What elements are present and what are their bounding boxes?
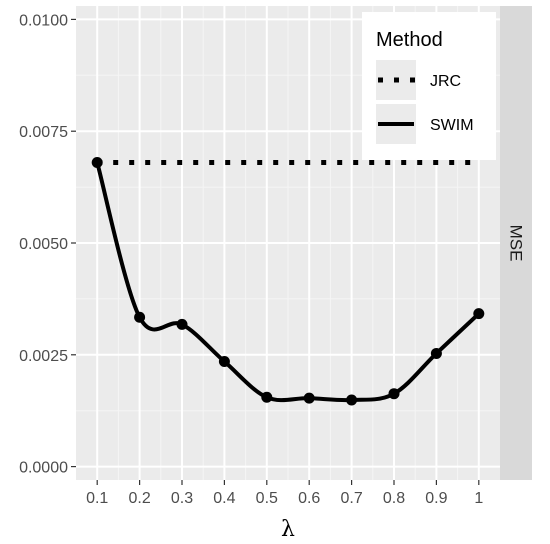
- data-point-swim: [261, 391, 273, 403]
- x-axis: 0.1 0.2 0.3 0.4 0.5 0.6 0.7 0.8 0.9 1: [86, 480, 483, 507]
- y-tick-label: 0.0100: [19, 12, 68, 29]
- x-tick-label: 0.7: [340, 490, 362, 507]
- y-tick-label: 0.0075: [19, 124, 68, 141]
- data-point-swim: [388, 388, 400, 400]
- legend-title: Method: [376, 29, 443, 51]
- legend-label-jrc: JRC: [430, 73, 461, 90]
- x-tick-label: 0.4: [213, 490, 235, 507]
- x-tick-label: 0.9: [425, 490, 447, 507]
- x-tick-label: 0.2: [128, 490, 150, 507]
- facet-strip: MSE: [500, 6, 532, 480]
- y-tick-label: 0.0025: [19, 348, 68, 365]
- data-point-swim: [473, 308, 485, 320]
- data-point-swim: [91, 157, 103, 169]
- data-point-swim: [346, 394, 358, 406]
- facet-strip-label: MSE: [507, 225, 526, 262]
- data-point-swim: [134, 311, 146, 323]
- series-layer: [91, 157, 485, 406]
- x-tick-label: 0.6: [298, 490, 320, 507]
- y-axis: 0.0000 0.0025 0.0050 0.0075 0.0100: [19, 12, 76, 477]
- y-tick-label: 0.0000: [19, 460, 68, 477]
- x-tick-label: 0.5: [256, 490, 278, 507]
- legend-items: JRC SWIM: [376, 60, 474, 144]
- x-tick-label: 0.1: [86, 490, 108, 507]
- x-tick-label: 1: [474, 490, 483, 507]
- y-tick-label: 0.0050: [19, 236, 68, 253]
- legend: Method JRC SWIM: [362, 12, 496, 160]
- legend-label-swim: SWIM: [430, 117, 474, 134]
- x-tick-label: 0.3: [171, 490, 193, 507]
- data-point-swim: [303, 392, 315, 404]
- data-point-swim: [430, 347, 442, 359]
- data-point-swim: [176, 318, 188, 330]
- facet-strip-background: [500, 6, 532, 480]
- x-tick-label: 0.8: [383, 490, 405, 507]
- data-point-swim: [218, 356, 230, 367]
- x-axis-title: λ: [281, 517, 295, 542]
